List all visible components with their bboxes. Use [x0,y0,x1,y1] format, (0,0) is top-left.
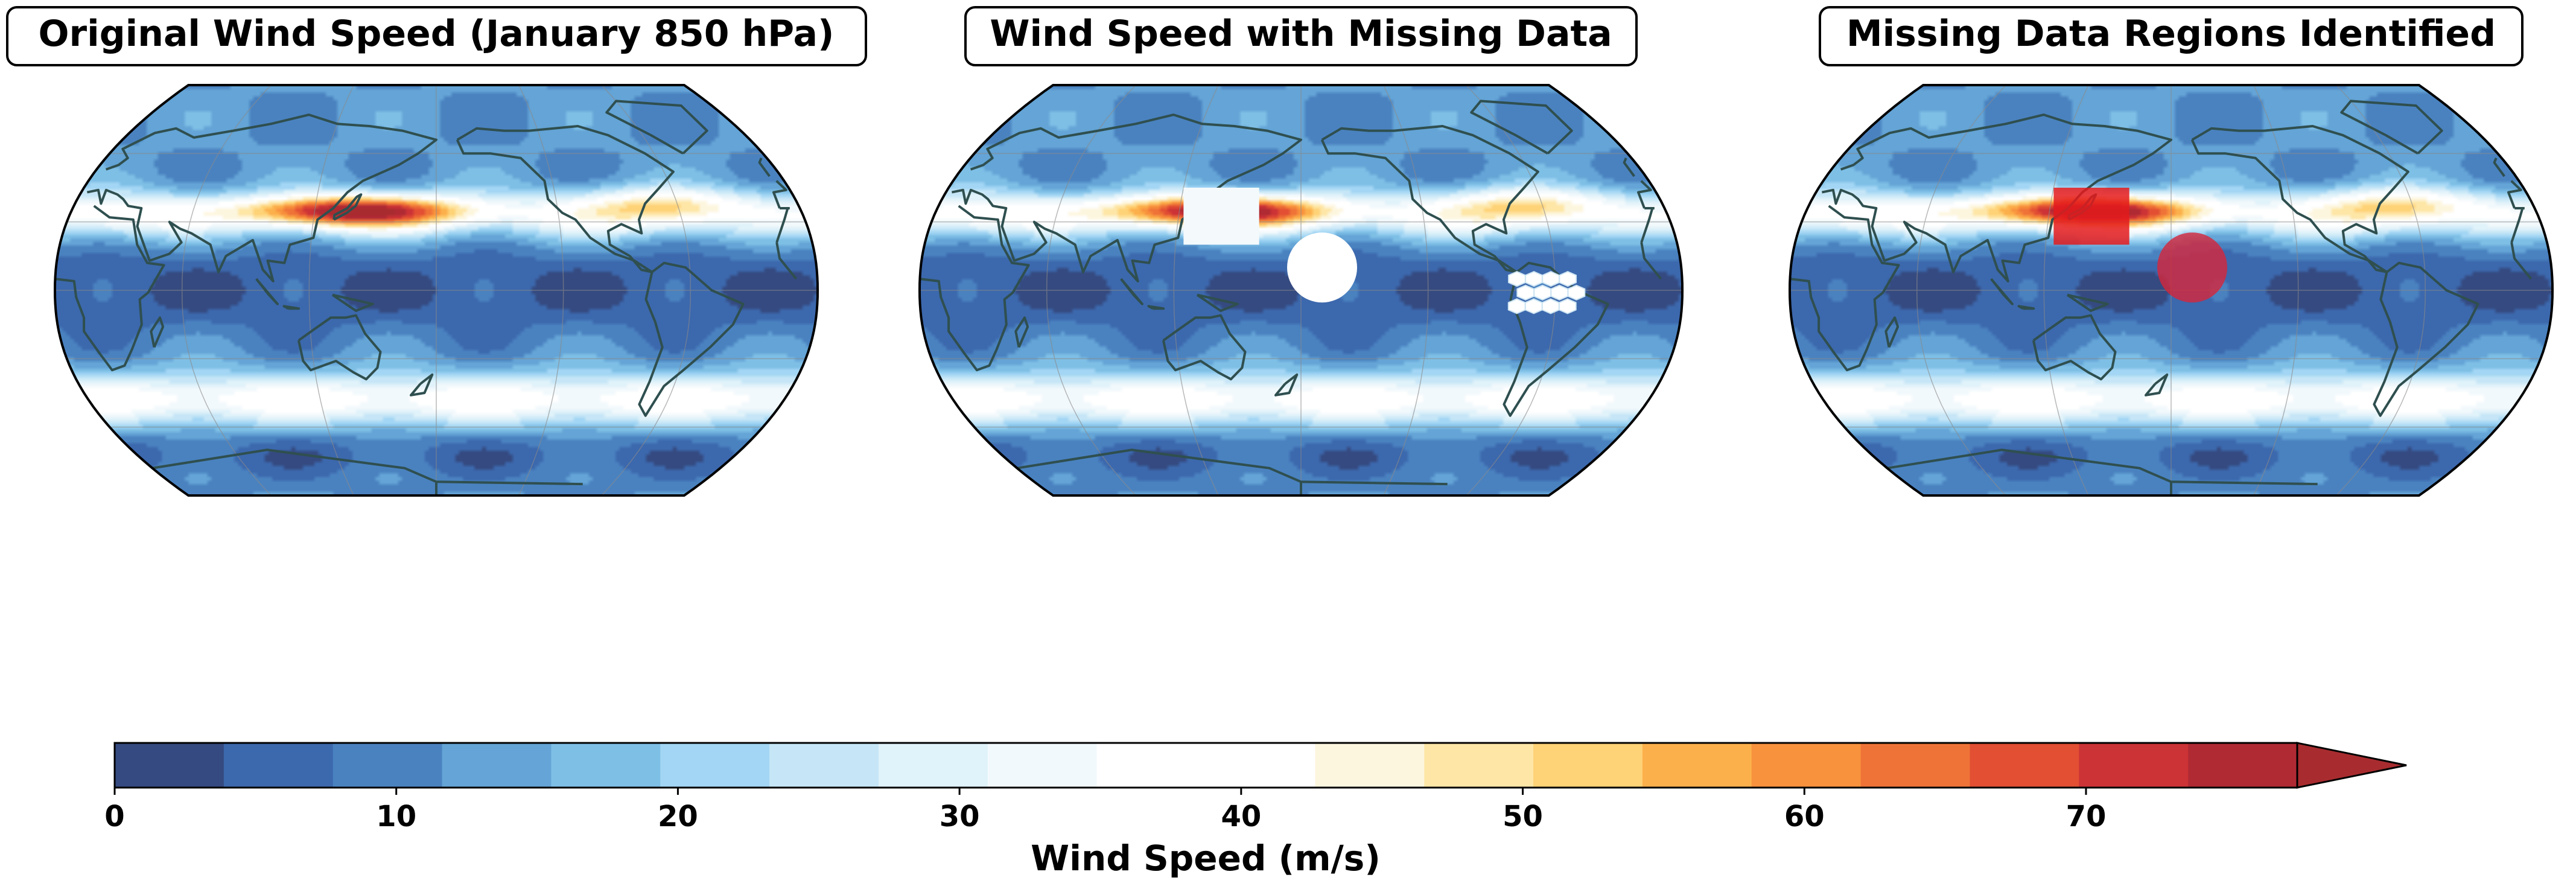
panel-title: Original Wind Speed (January 850 hPa) [39,13,835,55]
colorbar-bin [878,743,988,788]
colorbar-tick-label: 10 [376,800,416,833]
colorbar-bin [1096,743,1206,788]
colorbar-bin [1206,743,1315,788]
coastlines [55,100,798,495]
panel-title-box [6,6,867,66]
colorbar-outline [113,742,2298,789]
colorbar-bin [1315,743,1425,788]
highlight-circle [2157,232,2228,303]
colorbar-bin [1533,743,1643,788]
coastlines [1790,100,2533,495]
missing-hexagon [1507,298,1526,314]
graticule [55,85,818,495]
missing-hexagon [1567,284,1586,301]
map-missing [918,84,1684,497]
map-outline [1788,84,2554,497]
map-identified [1788,84,2554,497]
missing-hexagon [1559,298,1577,314]
colorbar-tick-label: 60 [1784,800,1825,833]
colorbar-bin [1424,743,1534,788]
colorbar-bin [2079,743,2189,788]
colorbar-tick-label: 0 [104,800,124,833]
colorbar-bin [551,743,661,788]
colorbar-bin [332,743,443,788]
missing-hexagon [1542,271,1560,287]
colorbar-bin [223,743,334,788]
missing-hexagon [1508,271,1526,287]
missing-region-rectangle [1183,188,1259,245]
colorbar-tick-label: 70 [2066,800,2107,833]
highlight-rectangle [2053,188,2129,245]
map-outline [53,84,819,497]
panel-identified: Missing Data Regions Identified [1788,6,2554,497]
colorbar-label: Wind Speed (m/s) [1031,838,1381,879]
colorbar-bin [1970,743,2079,788]
colorbar-bin [442,743,552,788]
panel-missing: Wind Speed with Missing Data [918,6,1684,497]
colorbar-bin [1642,743,1752,788]
missing-hexagon [1516,284,1534,301]
map-clip [920,85,1682,495]
colorbar-bin [769,743,879,788]
colorbar-tick-label: 20 [658,800,698,833]
colorbar-bin [1860,743,1970,788]
panel-title: Wind Speed with Missing Data [990,13,1612,55]
missing-hexagon [1559,271,1577,287]
panel-title-box [1819,6,2524,66]
map-clip [55,85,818,495]
colorbar-bins [115,743,2298,788]
colorbar-bin [2188,743,2298,788]
missing-hexagon [1525,271,1543,287]
map-outline [918,84,1684,497]
colorbar-bin [115,743,224,788]
map-original [53,84,819,497]
colorbar-ticks: 0 10 20 30 40 50 60 70 [104,788,2106,833]
colorbar-tick-label: 40 [1221,800,1261,833]
missing-region-circle [1287,232,1358,303]
colorbar-bin [987,743,1098,788]
missing-hexagon [1533,284,1552,301]
colorbar-extend-max [2296,742,2407,789]
panel-title-box [964,6,1638,66]
colorbar-tick-label: 30 [940,800,980,833]
missing-region-scattered [1507,271,1586,314]
missing-hexagon [1524,298,1543,314]
panel-original: Original Wind Speed (January 850 hPa) [6,6,867,497]
colorbar: 0 10 20 30 40 50 60 70 Wind Speed (m/s) [104,742,2407,879]
colorbar-tick-label: 50 [1503,800,1543,833]
missing-hexagon [1541,298,1560,314]
panel-title: Missing Data Regions Identified [1846,13,2496,55]
map-clip [1790,85,2552,495]
missing-hexagon [1550,284,1569,301]
colorbar-bin [1751,743,1862,788]
colorbar-bin [660,743,770,788]
